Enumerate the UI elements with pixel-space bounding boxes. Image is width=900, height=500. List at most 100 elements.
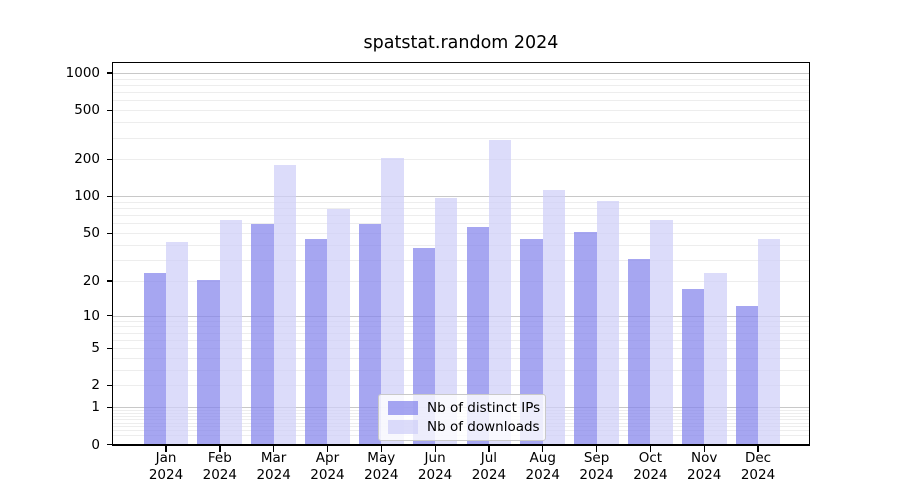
bar-downloads-jul xyxy=(488,140,512,444)
bar-downloads-dec xyxy=(758,239,781,444)
gridline-minor xyxy=(113,215,809,217)
gridline-minor xyxy=(113,339,809,341)
bar-ips-feb xyxy=(197,280,220,444)
y-tick-label-200: 200 xyxy=(74,151,100,168)
gridline-minor xyxy=(113,385,809,387)
bar-ips-aug xyxy=(520,239,543,444)
legend-label-downloads: Nb of downloads xyxy=(427,419,540,435)
x-tick-mark xyxy=(649,445,652,452)
x-tick-mark xyxy=(380,445,382,452)
x-tick-label-dec: Dec 2024 xyxy=(726,450,790,483)
x-tick-mark xyxy=(273,445,275,452)
x-tick-label-mar: Mar 2024 xyxy=(242,450,306,483)
x-tick-mark xyxy=(434,445,436,452)
x-tick-year: 2024 xyxy=(687,466,722,483)
gridline-minor xyxy=(113,137,809,139)
x-tick-year: 2024 xyxy=(364,466,399,483)
x-tick-month: Jun xyxy=(424,450,446,466)
legend-item-distinct-ips: Nb of distinct IPs xyxy=(388,400,540,416)
gridline-minor xyxy=(113,326,809,328)
bar-ips-sep xyxy=(574,231,597,444)
y-tick-label-10: 10 xyxy=(82,307,100,324)
bar-downloads-sep xyxy=(596,201,619,444)
bar-downloads-jun xyxy=(435,198,458,444)
x-tick-mark xyxy=(326,445,329,452)
y-tick-label-2: 2 xyxy=(91,377,100,394)
chart-title: spatstat.random 2024 xyxy=(363,33,559,53)
y-tick-mark xyxy=(106,280,113,282)
legend-item-downloads: Nb of downloads xyxy=(388,419,540,435)
bar-ips-apr xyxy=(305,239,328,444)
x-tick-year: 2024 xyxy=(579,466,614,483)
x-tick-mark xyxy=(488,445,490,452)
x-tick-label-jul: Jul 2024 xyxy=(457,450,521,483)
bar-ips-may xyxy=(358,223,382,444)
gridline-minor xyxy=(113,201,809,203)
x-tick-label-apr: Apr 2024 xyxy=(295,450,359,483)
x-tick-mark xyxy=(703,445,705,452)
gridline-minor xyxy=(113,244,809,246)
bar-ips-jan xyxy=(143,273,166,444)
gridline-major xyxy=(113,315,809,317)
x-tick-label-jun: Jun 2024 xyxy=(403,450,467,483)
y-tick-mark xyxy=(106,109,113,111)
gridline-major xyxy=(113,196,809,198)
x-tick-month: Aug xyxy=(529,450,556,466)
x-tick-month: Apr xyxy=(315,450,340,466)
gridline-minor xyxy=(113,259,809,261)
x-tick-month: Jan xyxy=(155,450,177,466)
gridline-minor xyxy=(113,100,809,102)
bar-downloads-nov xyxy=(704,273,727,444)
bar-ips-dec xyxy=(735,306,758,444)
x-tick-year: 2024 xyxy=(471,466,507,483)
bar-ips-oct xyxy=(627,259,651,444)
x-tick-year: 2024 xyxy=(310,466,345,483)
gridline-minor xyxy=(113,223,809,225)
axis-spine-top xyxy=(112,61,810,63)
y-tick-mark xyxy=(106,443,113,446)
x-tick-year: 2024 xyxy=(417,466,453,483)
x-tick-label-aug: Aug 2024 xyxy=(511,450,575,483)
x-tick-label-sep: Sep 2024 xyxy=(565,450,629,483)
x-tick-month: Dec xyxy=(744,450,772,466)
gridline-minor xyxy=(113,159,809,161)
bar-downloads-jan xyxy=(166,241,189,444)
y-tick-mark xyxy=(106,158,113,161)
y-tick-mark xyxy=(106,72,113,74)
gridline-major xyxy=(113,73,809,75)
x-tick-month: Nov xyxy=(691,450,718,466)
x-tick-mark xyxy=(165,445,167,452)
y-tick-label-1: 1 xyxy=(91,399,100,416)
y-tick-mark xyxy=(106,195,113,198)
gridline-minor xyxy=(113,332,809,334)
x-tick-year: 2024 xyxy=(740,466,776,483)
x-tick-year: 2024 xyxy=(256,466,291,483)
x-tick-year: 2024 xyxy=(202,466,237,483)
gridline-minor xyxy=(113,78,809,80)
y-tick-label-100: 100 xyxy=(74,188,100,205)
x-tick-mark xyxy=(542,445,544,452)
bar-ips-jul xyxy=(466,226,489,444)
x-tick-month: Sep xyxy=(583,450,610,466)
y-tick-mark xyxy=(106,232,113,234)
bar-downloads-mar xyxy=(273,164,297,444)
legend: Nb of distinct IPs Nb of downloads xyxy=(378,394,546,441)
gridline-minor xyxy=(113,280,809,282)
gridline-minor xyxy=(113,320,809,322)
y-tick-label-0: 0 xyxy=(91,436,100,453)
legend-label-distinct-ips: Nb of distinct IPs xyxy=(427,400,541,416)
gridline-minor xyxy=(113,110,809,112)
bar-downloads-feb xyxy=(219,219,243,444)
x-tick-label-oct: Oct 2024 xyxy=(618,450,682,483)
gridline-minor xyxy=(113,122,809,124)
gridline-minor xyxy=(113,92,809,94)
x-tick-label-may: May 2024 xyxy=(349,450,413,483)
gridline-minor xyxy=(113,233,809,235)
y-tick-mark xyxy=(106,314,113,317)
x-tick-month: Jul xyxy=(480,450,498,466)
axis-spine-right xyxy=(808,61,810,446)
gridline-minor xyxy=(113,357,809,359)
gridline-minor xyxy=(113,369,809,371)
y-tick-mark xyxy=(106,347,113,349)
